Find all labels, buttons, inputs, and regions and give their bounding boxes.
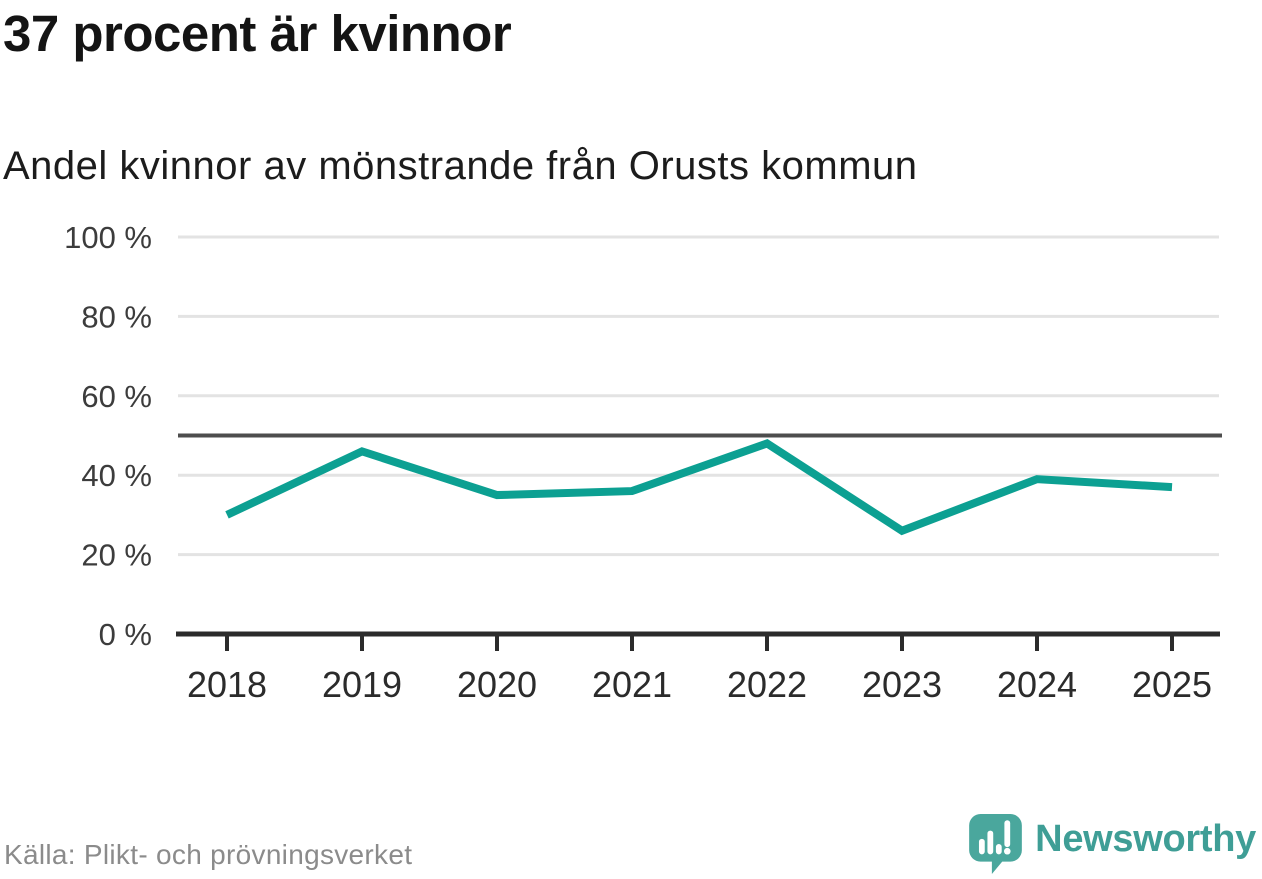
newsworthy-logo-icon [969, 814, 1023, 874]
x-axis-label: 2018 [187, 664, 267, 705]
y-axis-label: 0 % [99, 617, 152, 652]
chart-title: 37 procent är kvinnor [3, 5, 512, 62]
y-axis-label: 100 % [64, 220, 152, 255]
x-axis-label: 2020 [457, 664, 537, 705]
source-caption: Källa: Plikt- och prövningsverket [4, 839, 413, 870]
x-axis-label: 2023 [862, 664, 942, 705]
newsworthy-logo-text: Newsworthy [1035, 817, 1256, 860]
newsworthy-logo: Newsworthy [968, 813, 1256, 875]
x-axis-label: 2019 [322, 664, 402, 705]
y-axis-label: 60 % [81, 379, 152, 414]
y-axis-label: 20 % [81, 538, 152, 573]
chart-footer: Källa: Plikt- och prövningsverket Newswo… [4, 813, 1256, 875]
data-line [225, 439, 1173, 536]
y-axis-label: 40 % [81, 458, 152, 493]
x-axis-label: 2022 [727, 664, 807, 705]
x-axis-label: 2021 [592, 664, 672, 705]
x-axis-label: 2024 [997, 664, 1077, 705]
chart-subtitle: Andel kvinnor av mönstrande från Orusts … [3, 144, 918, 188]
y-axis-label: 80 % [81, 299, 152, 334]
x-axis-label: 2025 [1132, 664, 1212, 705]
